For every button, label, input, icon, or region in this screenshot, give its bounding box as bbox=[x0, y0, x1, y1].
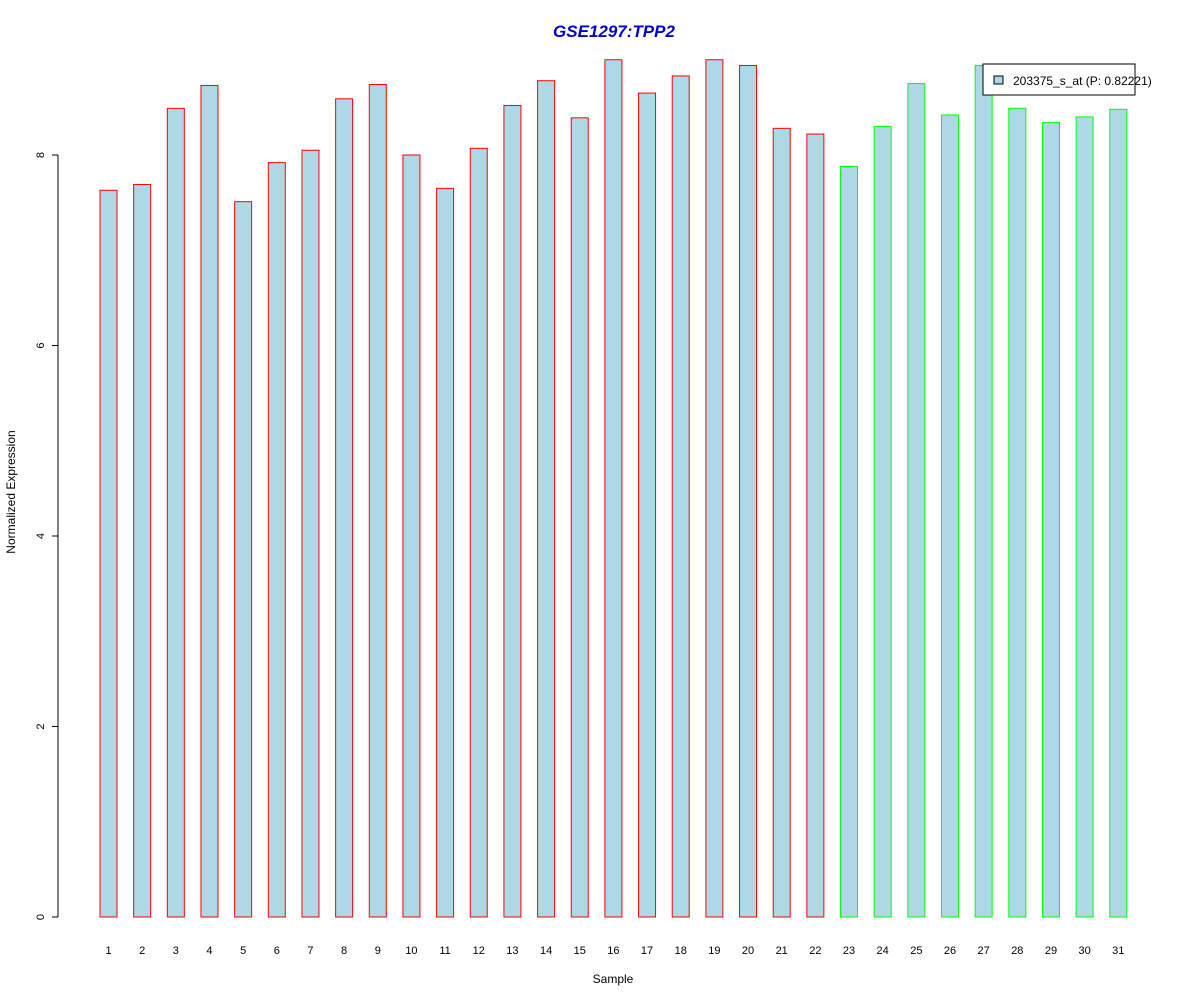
bar-sample-14 bbox=[537, 80, 556, 918]
x-tick-label: 15 bbox=[574, 945, 586, 957]
bar-sample-24 bbox=[873, 125, 892, 918]
bar-sample-5 bbox=[234, 201, 253, 918]
y-axis: 0 2 4 6 8 bbox=[35, 152, 59, 920]
bars bbox=[99, 59, 1128, 918]
x-tick-label: 16 bbox=[607, 945, 619, 957]
bar-sample-26 bbox=[941, 114, 959, 918]
x-tick-label: 21 bbox=[776, 945, 788, 957]
bar-sample-8 bbox=[335, 98, 354, 918]
bar-sample-18 bbox=[671, 75, 690, 918]
bar-sample-7 bbox=[301, 149, 320, 918]
x-tick-label: 2 bbox=[139, 945, 145, 957]
x-tick-label: 13 bbox=[506, 945, 518, 957]
x-axis-label: Sample bbox=[593, 972, 634, 986]
bar-sample-12 bbox=[469, 147, 488, 918]
bar-sample-9 bbox=[368, 84, 387, 918]
x-tick-label: 9 bbox=[375, 945, 381, 957]
bar-sample-3 bbox=[166, 107, 185, 918]
bar-sample-10 bbox=[402, 154, 421, 918]
x-tick-label: 11 bbox=[439, 945, 450, 957]
y-tick-label: 8 bbox=[35, 152, 47, 158]
bar-sample-6 bbox=[267, 162, 286, 918]
x-tick-label: 3 bbox=[173, 945, 179, 957]
x-tick-label: 6 bbox=[274, 945, 280, 957]
x-tick-labels: 1 2 3 4 5 6 7 8 9 10 11 12 13 14 15 16 17 18 19 20 21 22 23 24 2… bbox=[105, 945, 1124, 957]
y-tick-label: 0 bbox=[35, 914, 47, 920]
y-tick-label: 6 bbox=[35, 342, 47, 348]
x-tick-label: 10 bbox=[405, 945, 417, 957]
x-tick-label: 1 bbox=[105, 945, 111, 957]
x-tick-label: 24 bbox=[877, 945, 889, 957]
legend-entry: 203375_s_at (P: 0.82221) bbox=[1013, 74, 1152, 88]
bar-sample-15 bbox=[570, 117, 589, 918]
x-tick-label: 5 bbox=[240, 945, 246, 957]
bar-sample-29 bbox=[1041, 122, 1060, 918]
y-tick-label: 4 bbox=[35, 533, 47, 539]
x-tick-label: 7 bbox=[307, 945, 313, 957]
bar-sample-22 bbox=[806, 133, 825, 918]
x-tick-label: 31 bbox=[1112, 945, 1124, 957]
x-tick-label: 18 bbox=[675, 945, 687, 957]
bar-sample-2 bbox=[133, 184, 152, 918]
x-tick-label: 23 bbox=[843, 945, 855, 957]
x-tick-label: 20 bbox=[742, 945, 754, 957]
bar-sample-1 bbox=[99, 189, 118, 918]
x-tick-label: 8 bbox=[341, 945, 347, 957]
x-tick-label: 27 bbox=[978, 945, 990, 957]
bar-sample-31 bbox=[1109, 108, 1128, 918]
x-tick-label: 22 bbox=[809, 945, 821, 957]
bar-sample-20 bbox=[739, 64, 758, 918]
legend-box bbox=[982, 63, 1136, 96]
bar-sample-28 bbox=[1008, 107, 1027, 918]
bar-sample-21 bbox=[772, 127, 791, 918]
legend-swatch bbox=[993, 75, 1004, 85]
bar-sample-4 bbox=[200, 84, 219, 918]
y-tick-label: 2 bbox=[35, 723, 47, 729]
bar-sample-23 bbox=[840, 165, 859, 918]
x-tick-label: 19 bbox=[708, 945, 720, 957]
bar-sample-30 bbox=[1075, 116, 1094, 918]
x-tick-label: 30 bbox=[1079, 945, 1091, 957]
bar-sample-16 bbox=[604, 59, 623, 918]
y-axis-label: Normalized Expression bbox=[4, 430, 18, 553]
bar-sample-11 bbox=[436, 187, 455, 918]
x-tick-label: 26 bbox=[944, 945, 956, 957]
x-tick-label: 25 bbox=[910, 945, 922, 957]
bar-sample-25 bbox=[907, 83, 926, 918]
bar-sample-27 bbox=[974, 64, 993, 918]
bar-sample-19 bbox=[705, 59, 724, 918]
x-tick-label: 17 bbox=[641, 945, 653, 957]
x-tick-label: 12 bbox=[473, 945, 485, 957]
legend: 203375_s_at (P: 0.82221) bbox=[982, 63, 1152, 96]
chart-title: GSE1297:TPP2 bbox=[553, 22, 675, 41]
bar-sample-17 bbox=[638, 92, 657, 918]
x-tick-label: 4 bbox=[206, 945, 212, 957]
x-tick-label: 29 bbox=[1045, 945, 1057, 957]
x-tick-label: 14 bbox=[540, 945, 552, 957]
bar-sample-13 bbox=[503, 104, 522, 918]
x-tick-label: 28 bbox=[1011, 945, 1023, 957]
